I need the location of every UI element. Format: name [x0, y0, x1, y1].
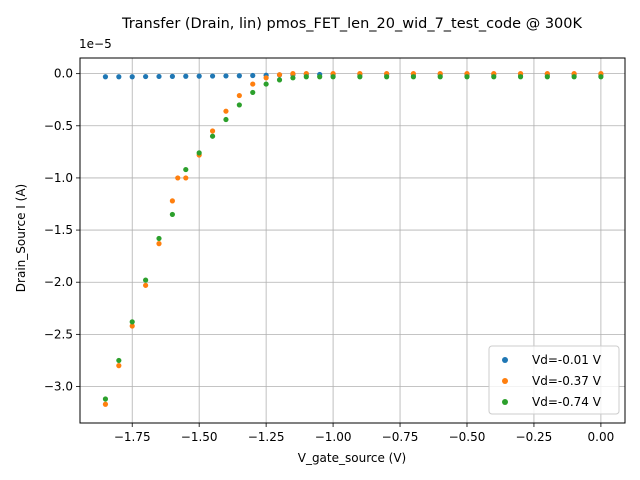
- chart-title: Transfer (Drain, lin) pmos_FET_len_20_wi…: [121, 16, 583, 32]
- y-tick-label: −2.0: [44, 275, 73, 289]
- series-3: [102, 74, 604, 402]
- x-tick-label: −1.75: [114, 430, 151, 444]
- data-point: [236, 92, 242, 99]
- data-point: [491, 74, 497, 80]
- data-point: [517, 74, 524, 80]
- x-tick-label: −0.50: [449, 430, 486, 444]
- data-point: [129, 74, 135, 80]
- data-point: [196, 73, 202, 79]
- x-tick-label: −0.75: [382, 430, 419, 444]
- legend-label: Vd=-0.01 V: [532, 353, 602, 367]
- y-tick-label: −1.0: [44, 171, 73, 185]
- y-axis-label: Drain_Source I (A): [14, 184, 28, 292]
- legend-label: Vd=-0.37 V: [532, 374, 602, 388]
- data-point: [263, 81, 269, 87]
- data-point: [250, 89, 256, 96]
- grid: [80, 58, 625, 423]
- data-point: [544, 74, 550, 80]
- y-tick-label: 0.0: [54, 67, 73, 81]
- y-tick-label: −1.5: [44, 223, 73, 237]
- data-point: [183, 166, 189, 173]
- data-point: [250, 81, 256, 87]
- data-point: [464, 74, 470, 80]
- data-point: [571, 74, 577, 80]
- data-point: [223, 116, 229, 123]
- data-point: [169, 211, 175, 218]
- y-tick-label: −2.5: [44, 327, 73, 341]
- data-point: [143, 282, 149, 288]
- data-point: [156, 235, 162, 242]
- data-point: [129, 323, 135, 329]
- data-point: [169, 73, 175, 79]
- data-point: [116, 363, 122, 369]
- data-point: [143, 277, 149, 283]
- legend-marker: [502, 399, 508, 405]
- plot-frame: [79, 57, 626, 424]
- data-point: [102, 401, 109, 407]
- data-point: [102, 74, 109, 80]
- y-tick-label: −0.5: [44, 119, 73, 133]
- legend-marker: [502, 378, 508, 384]
- data-point: [102, 396, 109, 402]
- data-point: [263, 75, 269, 81]
- y-axis-ticks: 0.0 −0.5 −1.0 −1.5 −2.0 −2.5 −3.0: [44, 67, 80, 394]
- scatter-series: [102, 71, 604, 407]
- data-point: [183, 73, 189, 79]
- legend-marker: [502, 357, 508, 363]
- data-point: [410, 74, 417, 80]
- data-point: [357, 74, 363, 80]
- x-tick-label: −0.25: [516, 430, 553, 444]
- data-point: [169, 198, 175, 204]
- data-point: [317, 74, 323, 80]
- x-tick-label: −1.50: [181, 430, 218, 444]
- data-point: [303, 74, 309, 80]
- data-point: [598, 74, 604, 80]
- x-axis-label: V_gate_source (V): [298, 451, 407, 465]
- x-tick-label: 0.00: [588, 430, 615, 444]
- legend-label: Vd=-0.74 V: [532, 395, 602, 409]
- y-tick-label: −3.0: [44, 380, 73, 394]
- data-point: [276, 72, 283, 78]
- data-point: [250, 72, 256, 79]
- data-point: [209, 133, 216, 139]
- data-point: [290, 75, 296, 81]
- data-point: [143, 73, 149, 80]
- data-point: [223, 73, 229, 79]
- data-point: [209, 73, 216, 79]
- legend: Vd=-0.01 V Vd=-0.37 V Vd=-0.74 V: [488, 345, 620, 415]
- data-point: [223, 108, 229, 114]
- data-point: [116, 74, 122, 80]
- x-tick-label: −1.00: [315, 430, 352, 444]
- legend-box: [488, 345, 620, 415]
- data-point: [196, 150, 202, 156]
- data-point: [290, 71, 296, 77]
- series-1: [102, 71, 604, 80]
- data-point: [129, 319, 135, 325]
- data-point: [276, 77, 283, 83]
- data-point: [175, 175, 181, 181]
- y-axis-offset-text: 1e−5: [79, 37, 112, 51]
- x-axis-ticks: −1.75 −1.50 −1.25 −1.00 −0.75 −0.50 −0.25 0.00: [114, 423, 614, 444]
- data-point: [156, 241, 162, 247]
- data-point: [384, 74, 390, 80]
- data-point: [116, 357, 122, 364]
- data-point: [236, 73, 242, 79]
- x-tick-label: −1.25: [248, 430, 285, 444]
- data-point: [209, 128, 216, 134]
- data-point: [156, 73, 162, 80]
- data-point: [236, 102, 242, 108]
- data-point: [183, 175, 189, 181]
- data-point: [330, 74, 336, 80]
- data-point: [437, 74, 443, 80]
